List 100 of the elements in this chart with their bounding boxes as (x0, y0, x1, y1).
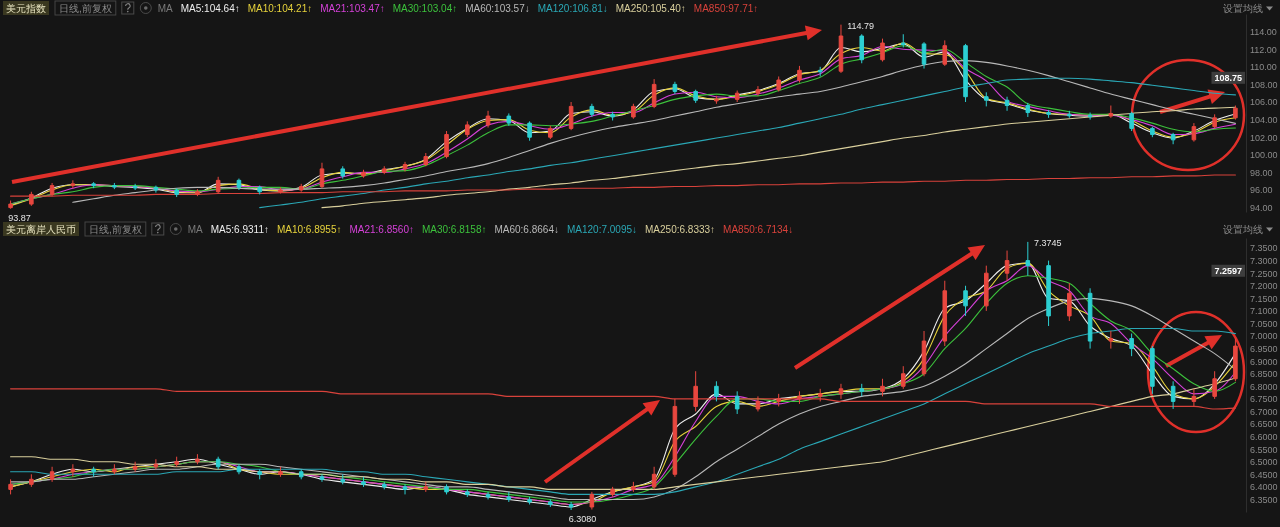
candlestick (1212, 113, 1217, 129)
candlestick (942, 280, 948, 347)
candlestick (631, 481, 636, 493)
candlestick (880, 38, 885, 63)
y-tick-label: 6.7000 (1250, 406, 1278, 417)
candlestick (465, 120, 470, 138)
candlestick (900, 33, 906, 48)
text: 6.3080 (568, 514, 597, 525)
candlestick (984, 91, 989, 107)
y-tick-label: 6.5500 (1250, 444, 1278, 455)
text: MA60:6.8664↓ (494, 223, 559, 235)
candlestick (651, 466, 657, 490)
chart-subtitle: 日线,前复权 (59, 2, 112, 14)
candlestick (112, 182, 117, 190)
candlestick (361, 169, 366, 179)
candlestick (921, 330, 927, 377)
candlestick (195, 188, 200, 197)
candlestick (776, 75, 781, 92)
y-tick-label: 7.3000 (1250, 256, 1278, 266)
y-tick-label: 7.2000 (1250, 281, 1278, 292)
candlestick (984, 265, 989, 312)
candlestick (589, 103, 595, 118)
annotation: 108.75 (1214, 72, 1242, 83)
y-tick-label: 6.9000 (1250, 356, 1278, 367)
candlestick (70, 179, 76, 189)
candlestick (70, 463, 76, 478)
candlestick (589, 491, 595, 510)
y-tick-label: 6.9500 (1250, 343, 1278, 354)
candlestick (568, 101, 574, 131)
text: MA21:103.47↑ (320, 2, 385, 14)
candlestick (91, 466, 96, 478)
candlestick (423, 481, 429, 493)
candlestick (340, 473, 346, 485)
candlestick (1129, 111, 1134, 132)
candlestick (195, 453, 200, 465)
y-tick-label: 7.1000 (1250, 306, 1278, 317)
candlestick (651, 78, 657, 109)
y-tick-label: 106.00 (1250, 97, 1278, 108)
chart-title: 美元离岸人民币 (6, 223, 76, 235)
candlestick (319, 162, 325, 189)
candlestick (1025, 102, 1031, 118)
candlestick (278, 466, 283, 478)
candlestick (1067, 110, 1072, 119)
candlestick (1191, 388, 1197, 407)
line-series (10, 388, 1236, 410)
candlestick (1004, 250, 1010, 282)
text: MA250:105.40↑ (615, 2, 686, 14)
text: 设置均线 (1223, 2, 1263, 14)
y-tick-label: 108.00 (1250, 79, 1278, 90)
y-tick-label: 6.4500 (1250, 469, 1278, 480)
text: MA30:103.04↑ (392, 2, 458, 14)
candlestick (527, 120, 532, 142)
candlestick (693, 89, 698, 104)
candlestick (29, 473, 34, 488)
legend-title: MA (157, 2, 174, 14)
text: MA250:6.8333↑ (645, 223, 716, 235)
y-tick-label: 110.00 (1250, 62, 1277, 73)
line-series (321, 106, 1236, 209)
candlestick (236, 178, 242, 191)
text: MA120:106.81↓ (537, 2, 608, 14)
candlestick (942, 39, 948, 67)
candlestick (755, 395, 761, 412)
candlestick (423, 152, 429, 167)
text: MA850:6.7134↓ (723, 223, 794, 235)
y-tick-label: 6.4000 (1250, 482, 1278, 493)
text: MA120:7.0095↓ (566, 223, 638, 235)
y-tick-label: 6.8000 (1250, 381, 1278, 392)
candlestick (1233, 105, 1238, 121)
candlestick (506, 491, 512, 503)
candlestick (132, 183, 138, 191)
candlestick (257, 468, 262, 480)
candlestick (672, 398, 678, 478)
candlestick (1046, 109, 1051, 119)
candlestick (1046, 260, 1051, 327)
candlestick (1170, 132, 1176, 145)
text: MA21:6.8560↑ (349, 223, 414, 235)
candlestick (755, 85, 761, 97)
candlestick (1087, 112, 1093, 121)
candlestick (797, 65, 802, 84)
text: MA850:97.71↑ (693, 2, 759, 14)
candlestick (215, 456, 221, 470)
candlestick (734, 90, 740, 103)
line-series (10, 377, 1236, 490)
text: MA30:6.8158↑ (421, 223, 487, 235)
candlestick (278, 186, 283, 195)
candlestick (8, 478, 13, 495)
candlestick (29, 191, 34, 207)
candlestick (797, 390, 802, 405)
annotation: 7.3745 (1034, 238, 1062, 249)
candlestick (1233, 338, 1238, 382)
y-tick-label: 7.3500 (1250, 243, 1278, 254)
candlestick (714, 95, 719, 105)
text: MA5:6.9311↑ (210, 223, 269, 235)
text: MA10:6.8955↑ (276, 223, 342, 235)
candlestick (900, 365, 906, 390)
y-tick-label: 102.00 (1250, 132, 1278, 143)
candlestick (1170, 380, 1176, 410)
candlestick (153, 185, 159, 194)
candlestick (838, 24, 844, 74)
candlestick (361, 476, 366, 488)
